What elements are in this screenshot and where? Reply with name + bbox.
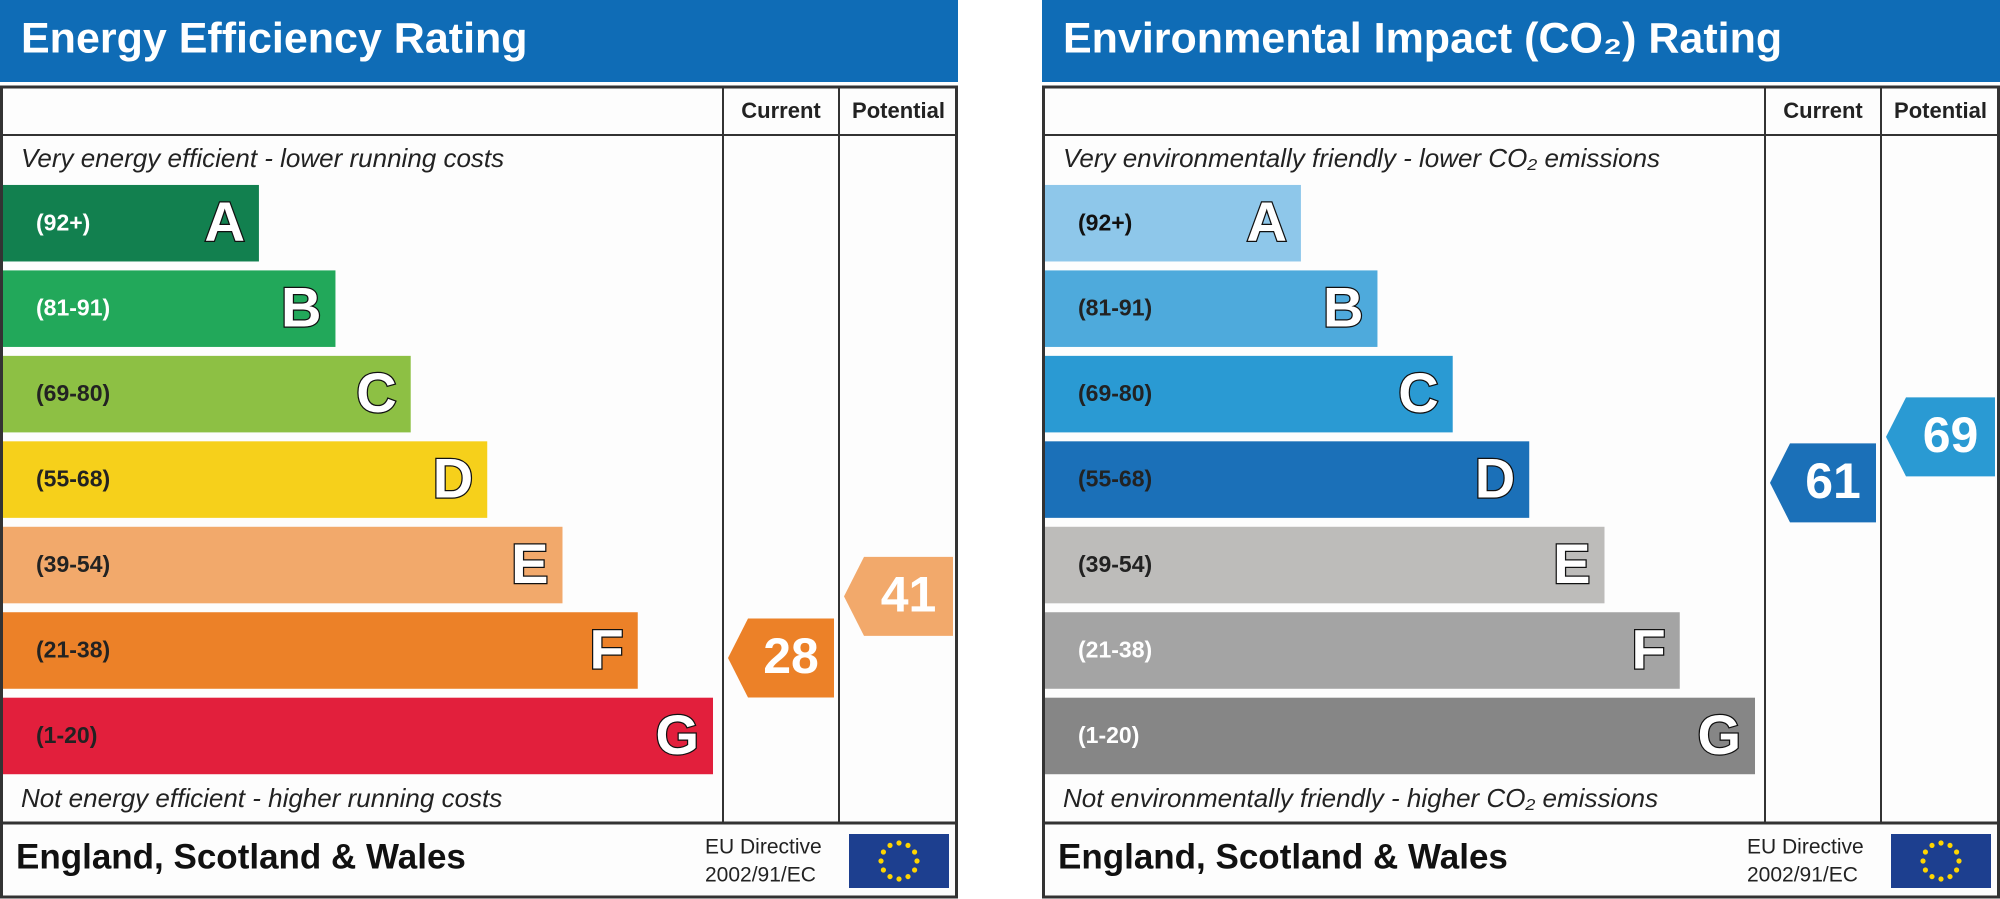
rating-band — [1045, 612, 1680, 689]
eu-star — [1922, 867, 1929, 873]
rating-panel: Environmental Impact (CO₂) Rating Current… — [1042, 0, 2000, 899]
rating-value: 61 — [1805, 453, 1861, 509]
rating-band — [3, 697, 714, 775]
rating-band — [3, 612, 638, 689]
band-letter: C — [1398, 361, 1438, 424]
band-letter: E — [1553, 532, 1590, 595]
column-header: Current — [1783, 98, 1863, 123]
eu-star — [911, 867, 918, 873]
rating-band — [3, 355, 411, 433]
bottom-note: Not energy efficient - higher running co… — [21, 783, 502, 813]
eu-star — [878, 858, 884, 864]
eu-star — [911, 849, 918, 855]
column-header: Potential — [852, 98, 945, 123]
rating-band — [1045, 355, 1453, 433]
band-range: (55-68) — [36, 466, 110, 492]
band-range: (69-80) — [36, 380, 110, 406]
band-range: (69-80) — [1078, 380, 1152, 406]
rating-value: 28 — [763, 628, 819, 684]
eu-star — [905, 873, 911, 880]
band-letter: D — [433, 446, 473, 509]
band-letter: F — [1632, 617, 1666, 680]
eu-star — [1938, 840, 1944, 846]
band-letter: G — [1697, 703, 1741, 766]
rating-value: 69 — [1923, 407, 1979, 463]
footer-region: England, Scotland & Wales — [1058, 837, 1508, 876]
rating-band — [1045, 526, 1605, 604]
band-letter: F — [590, 617, 624, 680]
panel-title: Energy Efficiency Rating — [21, 14, 528, 62]
rating-band — [3, 270, 336, 347]
eu-star — [914, 858, 920, 864]
rating-band — [1045, 184, 1301, 262]
column-header: Current — [741, 98, 821, 123]
band-range: (21-38) — [36, 637, 110, 663]
eu-star — [887, 873, 893, 880]
panel-header — [0, 0, 958, 82]
eu-star — [1938, 876, 1944, 882]
top-note: Very energy efficient - lower running co… — [21, 143, 504, 173]
panel-header — [1042, 0, 2000, 82]
rating-value: 41 — [881, 567, 937, 623]
directive-line: 2002/91/EC — [705, 864, 816, 887]
rating-band — [3, 526, 563, 604]
band-letter: B — [281, 275, 321, 338]
band-range: (92+) — [36, 209, 90, 235]
eu-star — [1922, 849, 1929, 855]
eu-star — [1953, 867, 1960, 873]
band-letter: A — [1246, 190, 1286, 253]
eu-star — [1929, 842, 1935, 849]
directive-line: EU Directive — [705, 836, 822, 859]
band-range: (39-54) — [1078, 551, 1152, 577]
column-header: Potential — [1894, 98, 1987, 123]
rating-band — [3, 184, 259, 262]
band-letter: E — [511, 532, 548, 595]
band-letter: C — [356, 361, 396, 424]
rating-band — [1045, 441, 1530, 518]
band-range: (1-20) — [1078, 722, 1139, 748]
band-range: (39-54) — [36, 551, 110, 577]
eu-star — [1947, 873, 1953, 880]
band-range: (81-91) — [36, 295, 110, 321]
eu-star — [887, 842, 893, 849]
band-range: (21-38) — [1078, 637, 1152, 663]
band-range: (1-20) — [36, 722, 97, 748]
band-range: (81-91) — [1078, 295, 1152, 321]
rating-band — [1045, 270, 1378, 347]
rating-arrow — [728, 618, 834, 698]
rating-band — [3, 441, 488, 518]
bottom-note: Not environmentally friendly - higher CO… — [1063, 783, 1658, 813]
panel-title: Environmental Impact (CO₂) Rating — [1063, 14, 1782, 62]
eu-star — [1956, 858, 1962, 864]
eu-star — [880, 867, 887, 873]
rating-panel: Energy Efficiency Rating Current Potential… — [0, 0, 958, 899]
band-letter: D — [1475, 446, 1515, 509]
directive-line: 2002/91/EC — [1747, 864, 1858, 887]
band-letter: A — [204, 190, 244, 253]
eu-star — [1947, 842, 1953, 849]
band-range: (92+) — [1078, 209, 1132, 235]
eu-star — [896, 840, 902, 846]
rating-arrow — [1770, 443, 1876, 523]
band-range: (55-68) — [1078, 466, 1152, 492]
eu-star — [905, 842, 911, 849]
band-letter: G — [655, 703, 699, 766]
eu-star — [896, 876, 902, 882]
eu-star — [880, 849, 887, 855]
eu-star — [1929, 873, 1935, 880]
rating-arrow — [844, 556, 953, 636]
rating-band — [1045, 697, 1756, 775]
band-letter: B — [1323, 275, 1363, 338]
footer-region: England, Scotland & Wales — [16, 837, 466, 876]
directive-line: EU Directive — [1747, 836, 1864, 859]
eu-star — [1920, 858, 1926, 864]
rating-arrow — [1886, 397, 1995, 477]
top-note: Very environmentally friendly - lower CO… — [1063, 143, 1660, 173]
eu-star — [1953, 849, 1960, 855]
